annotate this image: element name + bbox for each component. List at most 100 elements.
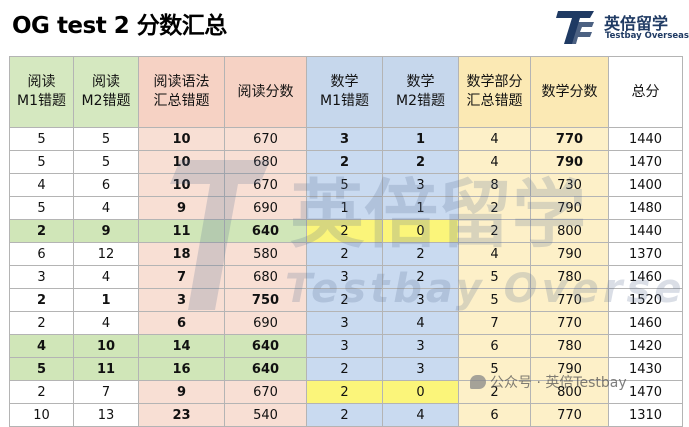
table-cell: 6 [138, 311, 225, 335]
table-cell: 1480 [608, 196, 683, 220]
logo-name-en: Testbay Overseas [605, 31, 689, 41]
table-cell: 5 [458, 265, 531, 289]
table-cell: 1430 [608, 357, 683, 381]
table-cell: 2 [306, 357, 383, 381]
header-line: 阅读分数 [237, 83, 294, 100]
table-cell: 1370 [608, 242, 683, 266]
table-cell: 6 [9, 242, 74, 266]
column-header: 阅读分数 [224, 56, 307, 128]
column-header: 数学 M2错题 [382, 56, 459, 128]
table-row: 3 4 7 680 3 2 5 780 1460 [9, 265, 683, 289]
table-cell: 1 [73, 288, 139, 312]
table-cell: 5 [9, 127, 74, 151]
table-cell: 5 [306, 173, 383, 197]
table-cell: 18 [138, 242, 225, 266]
table-cell: 4 [73, 196, 139, 220]
table-cell: 10 [138, 127, 225, 151]
header-line: 阅读 [92, 74, 120, 90]
table-cell: 6 [458, 403, 531, 427]
table-cell: 2 [9, 311, 74, 335]
table-row: 2 7 9 670 2 0 2 800 1470 [9, 380, 683, 404]
page-title: OG test 2 分数汇总 [12, 13, 227, 39]
table-cell: 540 [224, 403, 307, 427]
table-cell: 4 [73, 265, 139, 289]
table-cell: 670 [224, 127, 307, 151]
table-cell: 1470 [608, 150, 683, 174]
table-cell: 670 [224, 173, 307, 197]
wechat-icon [470, 375, 486, 389]
table-cell: 23 [138, 403, 225, 427]
header-line: 数学 [330, 74, 359, 90]
table-cell: 5 [9, 150, 74, 174]
column-header: 阅读语法 汇总错题 [138, 56, 225, 128]
header-row: 阅读 M1错题 阅读 M2错题 阅读语法 汇总错题 阅读分数 数学 M1错题 数学 M2错题 数学部分… [9, 56, 683, 128]
column-header: 数学 M1错题 [306, 56, 383, 128]
table-cell: 11 [73, 357, 139, 381]
table-cell: 7 [73, 380, 139, 404]
table-cell: 1520 [608, 288, 683, 312]
table-cell: 6 [458, 334, 531, 358]
column-header: 数学分数 [530, 56, 609, 128]
table-cell: 2 [306, 219, 383, 243]
table-cell: 640 [224, 334, 307, 358]
table-cell: 1420 [608, 334, 683, 358]
table-cell: 4 [9, 173, 74, 197]
table-cell: 2 [306, 380, 383, 404]
table-cell: 4 [73, 311, 139, 335]
table-cell: 750 [224, 288, 307, 312]
table-cell: 3 [306, 265, 383, 289]
table-cell: 690 [224, 196, 307, 220]
table-row: 10 13 23 540 2 4 6 770 1310 [9, 403, 683, 427]
header-line: 汇总错题 [466, 93, 523, 109]
table-cell: 680 [224, 150, 307, 174]
brand-logo: 英倍留学 Testbay Overseas [556, 4, 689, 48]
table-cell: 10 [138, 173, 225, 197]
table-cell: 1 [306, 196, 383, 220]
column-header: 数学部分 汇总错题 [458, 56, 531, 128]
table-row: 2 1 3 750 2 3 5 770 1520 [9, 288, 683, 312]
table-cell: 790 [530, 242, 609, 266]
table-cell: 2 [382, 265, 459, 289]
table-cell: 2 [458, 196, 531, 220]
table-cell: 9 [73, 219, 139, 243]
table-cell: 5 [9, 196, 74, 220]
header-line: 数学部分 [466, 74, 523, 90]
table-cell: 9 [138, 380, 225, 404]
table-cell: 4 [382, 403, 459, 427]
table-cell: 5 [458, 288, 531, 312]
table-cell: 770 [530, 311, 609, 335]
table-cell: 2 [306, 288, 383, 312]
table-cell: 2 [9, 219, 74, 243]
table-cell: 730 [530, 173, 609, 197]
column-header: 阅读 M1错题 [9, 56, 74, 128]
table-cell: 7 [458, 311, 531, 335]
table-cell: 8 [458, 173, 531, 197]
header-line: 数学 [406, 74, 435, 90]
table-cell: 2 [306, 403, 383, 427]
table-cell: 770 [530, 288, 609, 312]
table-cell: 4 [382, 311, 459, 335]
table-cell: 5 [73, 127, 139, 151]
table-cell: 14 [138, 334, 225, 358]
table-cell: 800 [530, 219, 609, 243]
table-cell: 1440 [608, 219, 683, 243]
table-row: 5 4 9 690 1 1 2 790 1480 [9, 196, 683, 220]
table-cell: 3 [138, 288, 225, 312]
table-row: 2 9 11 640 2 0 2 800 1440 [9, 219, 683, 243]
table-cell: 2 [9, 380, 74, 404]
table-cell: 3 [9, 265, 74, 289]
table-cell: 670 [224, 380, 307, 404]
table-row: 5 5 10 680 2 2 4 790 1470 [9, 150, 683, 174]
table-cell: 10 [9, 403, 74, 427]
table-cell: 1 [382, 196, 459, 220]
table-cell: 3 [306, 127, 383, 151]
column-header: 阅读 M2错题 [73, 56, 139, 128]
table-cell: 580 [224, 242, 307, 266]
table-cell: 16 [138, 357, 225, 381]
table-cell: 780 [530, 334, 609, 358]
table-cell: 4 [458, 150, 531, 174]
table-cell: 2 [458, 219, 531, 243]
table-cell: 2 [9, 288, 74, 312]
header-line: 数学分数 [541, 83, 598, 100]
table-cell: 0 [382, 219, 459, 243]
